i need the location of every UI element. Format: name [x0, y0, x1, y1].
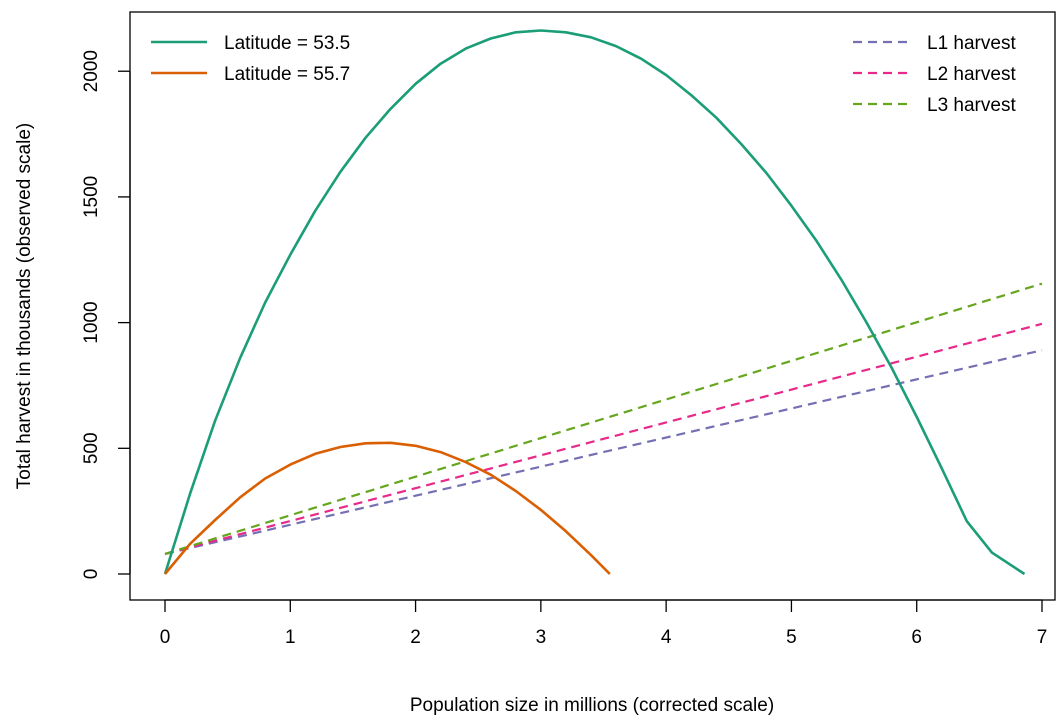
- x-tick-label: 3: [536, 627, 547, 648]
- y-tick-label: 0: [81, 569, 102, 580]
- x-tick-label: 6: [911, 627, 922, 648]
- legend-label-l2-harvest: L2 harvest: [927, 64, 1016, 85]
- x-tick-label: 0: [160, 627, 171, 648]
- x-axis: 0 1 2 3 4 5 6 7: [160, 599, 1048, 648]
- legend-label-latitude-55-7: Latitude = 55.7: [224, 64, 350, 85]
- chart-marks: [163, 29, 1043, 576]
- x-tick-label: 5: [786, 627, 797, 648]
- legend-label-l1-harvest: L1 harvest: [927, 33, 1016, 54]
- y-tick-label: 500: [81, 432, 102, 464]
- x-tick-label: 7: [1037, 627, 1048, 648]
- plot-frame: [129, 11, 1056, 601]
- legend-label-latitude-53-5: Latitude = 53.5: [224, 33, 350, 54]
- legend-label-l3-harvest: L3 harvest: [927, 95, 1016, 116]
- y-tick-label: 1500: [81, 176, 102, 218]
- y-tick-label: 1000: [81, 301, 102, 343]
- y-axis: 0 500 1000 1500 2000: [81, 50, 131, 580]
- series-line-l2-harvest: [164, 322, 1043, 555]
- y-tick-label: 2000: [81, 50, 102, 92]
- legend-harvest-lines: L1 harvest L2 harvest L3 harvest: [853, 33, 1016, 116]
- series-line-l1-harvest: [164, 349, 1043, 555]
- series-line-l3-harvest: [164, 282, 1043, 555]
- x-tick-label: 2: [410, 627, 421, 648]
- series-curve-latitude-55-7: [164, 441, 611, 575]
- x-tick-label: 4: [661, 627, 672, 648]
- y-axis-title: Total harvest in thousands (observed sca…: [14, 123, 35, 489]
- series-curve-latitude-53-5: [163, 29, 1026, 576]
- legend-curves: Latitude = 53.5 Latitude = 55.7: [151, 33, 350, 85]
- x-axis-title: Population size in millions (corrected s…: [410, 695, 774, 716]
- x-tick-label: 1: [285, 627, 296, 648]
